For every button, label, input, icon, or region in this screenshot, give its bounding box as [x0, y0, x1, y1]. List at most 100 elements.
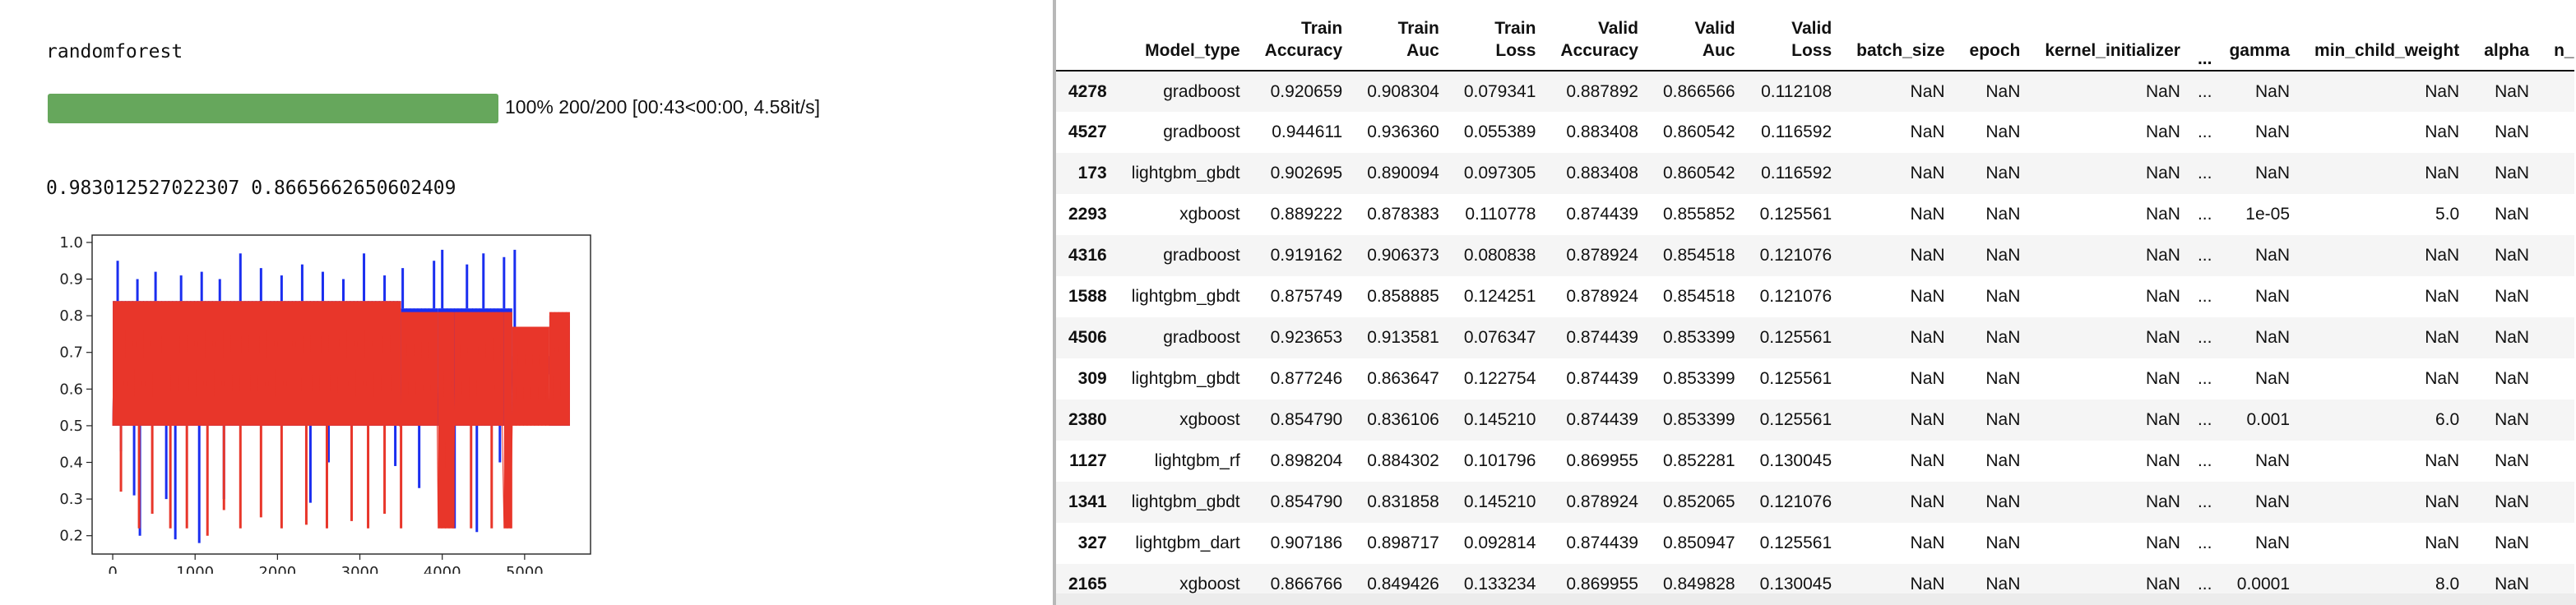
table-cell: NaN	[2425, 81, 2460, 101]
y-tick-label: 0.7	[59, 344, 83, 362]
table-cell	[2541, 523, 2574, 564]
table-cell: NaN	[2495, 451, 2530, 470]
table-cell: NaN	[1910, 164, 1945, 182]
column-header: ...	[2197, 49, 2212, 68]
table-cell: 0.874439	[1566, 328, 1638, 347]
table-cell: NaN	[1910, 533, 1945, 552]
results-dataframe: Model_type Train Accuracy Train Auc Train L…	[1056, 0, 2574, 605]
table-cell	[2541, 358, 2574, 399]
table-cell	[2541, 276, 2574, 317]
table-cell: 0.097305	[1463, 164, 1536, 182]
table-cell: ...	[2197, 533, 2212, 552]
table-cell: ...	[2197, 369, 2212, 388]
table-cell: NaN	[1910, 287, 1945, 306]
table-cell: lightgbm_dart	[1135, 533, 1240, 552]
table-cell: 0.0001	[2236, 575, 2291, 593]
row-index: 1341	[1068, 492, 1107, 511]
table-cell: NaN	[2495, 492, 2530, 511]
table-cell: 0.855852	[1662, 205, 1735, 224]
table-cell: lightgbm_gbdt	[1131, 492, 1240, 511]
table-row: 327 lightgbm_dart 0.907186 0.898717 0.092814…	[1056, 523, 2574, 564]
row-index: 4316	[1068, 246, 1107, 265]
table-cell: lightgbm_rf	[1154, 451, 1240, 470]
table-cell: 0.145210	[1463, 492, 1536, 511]
table-cell: gradboost	[1163, 246, 1240, 265]
table-cell: 0.125561	[1759, 328, 1832, 347]
table-cell: NaN	[1910, 369, 1945, 388]
table-cell: NaN	[2495, 410, 2530, 429]
row-index: 4278	[1068, 81, 1107, 101]
y-tick-label: 0.5	[59, 418, 83, 435]
table-cell: 0.836106	[1367, 410, 1439, 429]
table-cell: 0.122754	[1463, 369, 1536, 388]
x-tick-label: 4000	[424, 564, 461, 574]
table-cell: 0.866566	[1662, 81, 1735, 101]
table-row: 2293 xgboost 0.889222 0.878383 0.110778 0.874…	[1056, 194, 2574, 235]
table-cell: NaN	[2495, 122, 2530, 141]
table-cell: NaN	[1910, 205, 1945, 224]
table-cell: NaN	[2255, 287, 2291, 306]
y-tick-label: 0.6	[59, 381, 83, 398]
pane-divider[interactable]	[1053, 0, 1056, 605]
table-cell: 0.850947	[1662, 533, 1735, 552]
progress-status-text: 100% 200/200 [00:43<00:00, 4.58it/s]	[505, 96, 821, 118]
table-row: 1341 lightgbm_gbdt 0.854790 0.831858 0.14521…	[1056, 482, 2574, 523]
table-cell: NaN	[1910, 81, 1945, 101]
table-cell: 0.877246	[1270, 369, 1343, 388]
x-tick-label: 2000	[258, 564, 296, 574]
table-cell	[2541, 112, 2574, 153]
horizontal-scrollbar[interactable]	[1056, 593, 2576, 605]
table-cell: 0.878924	[1566, 246, 1638, 265]
table-cell: lightgbm_gbdt	[1131, 164, 1240, 182]
table-cell: NaN	[2255, 533, 2291, 552]
score-line-chart: 0 1000 2000 3000 4000 5000 0.2 0.3 0.4 0.5 0.6 0.7 0…	[59, 234, 591, 574]
table-cell: NaN	[1910, 575, 1945, 593]
table-cell: 0.116592	[1761, 122, 1832, 141]
table-cell: NaN	[2425, 492, 2460, 511]
table-cell: 0.121076	[1759, 246, 1832, 265]
table-cell: NaN	[1985, 205, 2021, 224]
table-cell: 0.125561	[1759, 205, 1832, 224]
table-cell: 5.0	[2435, 205, 2460, 224]
row-index: 309	[1077, 369, 1107, 388]
table-cell: NaN	[2425, 328, 2460, 347]
table-cell: 0.076347	[1463, 328, 1536, 347]
row-index: 1127	[1069, 451, 1107, 470]
table-cell: 0.878924	[1566, 287, 1638, 306]
table-cell: xgboost	[1179, 575, 1240, 593]
column-header: alpha	[2484, 41, 2530, 60]
column-header: Valid Accuracy	[1560, 19, 1638, 60]
table-cell: NaN	[1985, 328, 2021, 347]
table-cell: NaN	[2145, 205, 2180, 224]
table-cell: 0.898717	[1367, 533, 1439, 552]
table-cell	[2541, 235, 2574, 276]
table-cell: NaN	[2495, 246, 2530, 265]
table-cell: NaN	[1985, 164, 2021, 182]
table-body: 4278 gradboost 0.920659 0.908304 0.079341 0.8…	[1056, 71, 2574, 605]
table-cell: 0.902695	[1270, 164, 1343, 182]
table-cell: 0.923653	[1270, 328, 1343, 347]
table-cell: 0.055389	[1463, 122, 1536, 141]
row-index: 2293	[1068, 205, 1107, 224]
table-cell: lightgbm_gbdt	[1131, 287, 1240, 306]
table-row: 309 lightgbm_gbdt 0.877246 0.863647 0.122754…	[1056, 358, 2574, 399]
table-row: 4506 gradboost 0.923653 0.913581 0.076347 0.8…	[1056, 317, 2574, 358]
table-cell: NaN	[2495, 328, 2530, 347]
table-row: 4278 gradboost 0.920659 0.908304 0.079341 0.8…	[1056, 71, 2574, 112]
table-cell: 0.906373	[1367, 246, 1439, 265]
table-cell: gradboost	[1163, 81, 1240, 101]
table-cell: 0.913581	[1367, 328, 1439, 347]
row-index: 173	[1077, 164, 1107, 182]
column-header: n_	[2554, 41, 2574, 60]
table-cell: 0.878924	[1566, 492, 1638, 511]
table-cell: 0.849828	[1662, 575, 1735, 593]
table-cell: NaN	[2495, 369, 2530, 388]
progress-bar	[48, 94, 498, 123]
table-cell: NaN	[2145, 246, 2180, 265]
table-cell: NaN	[2495, 205, 2530, 224]
table-cell: 0.101796	[1463, 451, 1536, 470]
table-cell: gradboost	[1163, 328, 1240, 347]
table-cell: 0.883408	[1566, 164, 1638, 182]
y-tick-label: 0.4	[59, 455, 83, 472]
table-cell: 8.0	[2435, 575, 2460, 593]
